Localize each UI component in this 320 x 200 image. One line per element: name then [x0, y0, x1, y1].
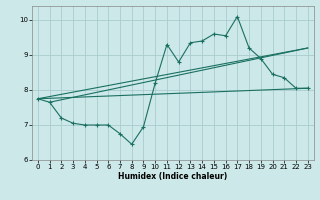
- X-axis label: Humidex (Indice chaleur): Humidex (Indice chaleur): [118, 172, 228, 181]
